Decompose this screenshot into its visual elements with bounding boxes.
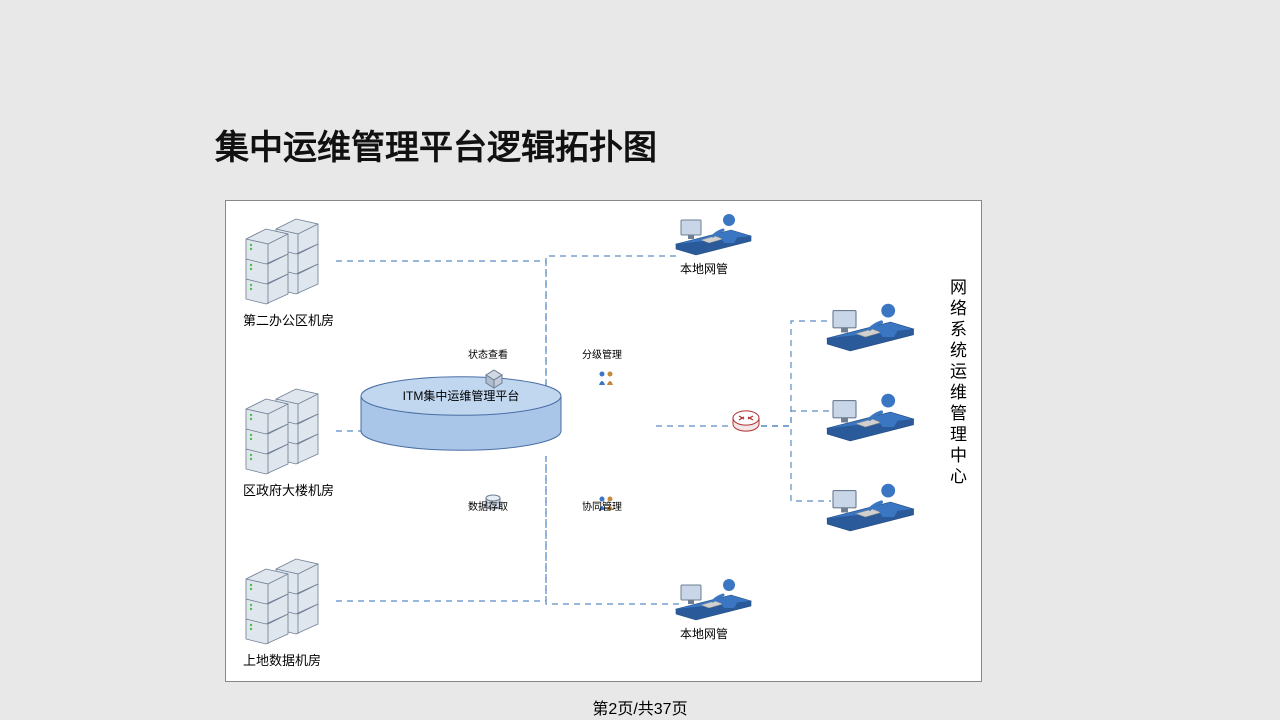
page-number: 第2页/共37页 — [500, 695, 780, 719]
slide: 集中运维管理平台逻辑拓扑图 ITM集中运维管理平台 第2页/共37页 第二办公区… — [0, 0, 1280, 720]
diagram-label: 网络系统运维管理中心 — [944, 278, 969, 488]
workstation-icon — [676, 214, 751, 255]
level-icon — [599, 372, 613, 386]
server-rack-icon — [246, 559, 318, 644]
topology-diagram: ITM集中运维管理平台 — [225, 200, 982, 682]
server-rack-icon — [246, 389, 318, 474]
slide-title: 集中运维管理平台逻辑拓扑图 — [215, 120, 657, 169]
diagram-label: 本地网管 — [680, 260, 728, 277]
svg-text:ITM集中运维管理平台: ITM集中运维管理平台 — [403, 388, 520, 403]
workstation-icon — [827, 484, 913, 531]
workstation-icon — [827, 394, 913, 441]
workstation-icon — [827, 304, 913, 351]
diagram-label: 本地网管 — [680, 625, 728, 642]
diagram-label: 区政府大楼机房 — [243, 480, 334, 499]
diagram-label: 状态查看 — [468, 346, 508, 361]
diagram-label: 分级管理 — [582, 346, 622, 361]
diagram-label: 上地数据机房 — [243, 650, 321, 669]
diagram-label: 协同管理 — [582, 498, 622, 513]
diagram-svg: ITM集中运维管理平台 — [226, 201, 981, 681]
diagram-label: 数据存取 — [468, 498, 508, 513]
workstation-icon — [676, 579, 751, 620]
diagram-label: 第二办公区机房 — [243, 310, 334, 329]
server-rack-icon — [246, 219, 318, 304]
